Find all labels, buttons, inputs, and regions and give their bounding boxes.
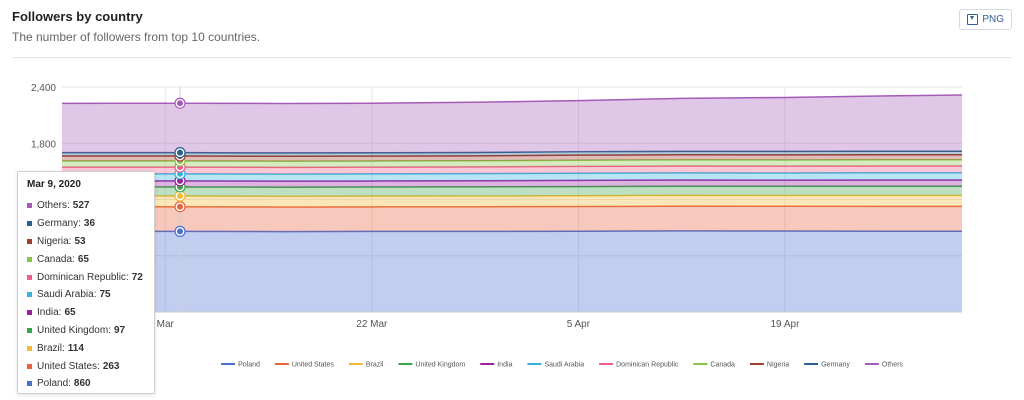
legend-item-india[interactable]: India [497, 362, 512, 369]
tooltip-series-name: United Kingdom: [37, 324, 111, 336]
tooltip-row: Nigeria: 53 [27, 233, 145, 251]
tooltip-row: Others: 527 [27, 197, 145, 215]
line-germany [62, 150, 962, 154]
line-united-states [62, 205, 962, 208]
chart-title: Followers by country [12, 9, 143, 24]
tooltip-series-name: Germany: [37, 218, 81, 230]
y-tick-label: 1,800 [31, 139, 56, 150]
tooltip-series-name: Brazil: [37, 342, 65, 354]
area-united-kingdom [62, 186, 962, 197]
chart-subtitle: The number of followers from top 10 coun… [12, 30, 261, 44]
x-tick-label: 19 Apr [770, 319, 800, 330]
tooltip-series-value: 114 [67, 342, 84, 354]
tooltip-row: Saudi Arabia: 75 [27, 286, 145, 304]
line-poland [62, 230, 962, 233]
line-india [62, 179, 962, 182]
tooltip-swatch [27, 363, 32, 369]
tooltip-series-name: Poland: [37, 378, 71, 390]
download-icon [967, 14, 979, 25]
x-tick-label: 22 Mar [356, 319, 388, 330]
tooltip-row: Poland: 860 [27, 375, 145, 393]
tooltip-row: Germany: 36 [27, 215, 145, 233]
legend-item-germany[interactable]: Germany [821, 362, 850, 369]
tooltip-series-value: 65 [77, 253, 89, 265]
hover-marker-dot [177, 203, 184, 210]
line-nigeria [62, 153, 962, 158]
tooltip-swatch [27, 292, 32, 298]
tooltip-row: United Kingdom: 97 [27, 322, 145, 340]
tooltip-swatch [27, 327, 32, 333]
tooltip-swatch [27, 381, 32, 387]
tooltip-row: India: 65 [27, 304, 145, 322]
hover-marker-dot [177, 100, 184, 107]
tooltip-series-value: 527 [72, 200, 90, 212]
tooltip-series-name: Others: [37, 200, 70, 212]
line-canada [62, 159, 962, 163]
tooltip-series-value: 65 [64, 307, 76, 319]
tooltip-row: Brazil: 114 [27, 339, 145, 357]
hover-marker-dot [177, 149, 184, 156]
hover-marker-dot [177, 193, 184, 200]
x-tick-label: 5 Apr [567, 319, 591, 330]
tooltip-series-value: 263 [102, 360, 120, 372]
tooltip-swatch [27, 310, 32, 316]
area-brazil [62, 195, 962, 207]
tooltip-swatch [27, 345, 32, 351]
tooltip-row: United States: 263 [27, 357, 145, 375]
chart-tooltip: Mar 9, 2020 Others: 527 Germany: 36 Nigeria:… [17, 171, 155, 394]
tooltip-swatch [27, 221, 32, 227]
tooltip-swatch [27, 256, 32, 262]
tooltip-row: Canada: 65 [27, 250, 145, 268]
tooltip-row: Dominican Republic: 72 [27, 268, 145, 286]
tooltip-series-value: 860 [73, 378, 91, 390]
line-dominican-republic [62, 165, 962, 169]
tooltip-series-name: Saudi Arabia: [37, 289, 97, 301]
tooltip-series-value: 72 [131, 271, 143, 283]
line-saudi-arabia [62, 172, 962, 175]
hover-marker-dot [177, 228, 184, 235]
tooltip-rows: Others: 527 Germany: 36 Nigeria: 53 Canada: 65 D… [27, 197, 145, 393]
tooltip-series-name: United States: [37, 360, 100, 372]
legend-item-united-states[interactable]: United States [292, 362, 335, 369]
hover-marker-dot [177, 177, 184, 184]
legend-item-poland[interactable]: Poland [238, 362, 260, 369]
tooltip-series-name: India: [37, 307, 62, 319]
x-tick-label: Mar [157, 319, 175, 330]
tooltip-date: Mar 9, 2020 [27, 179, 81, 190]
tooltip-series-name: Dominican Republic: [37, 271, 129, 283]
header-divider [12, 57, 1012, 58]
tooltip-swatch [27, 238, 32, 244]
legend-item-dominican-republic[interactable]: Dominican Republic [616, 362, 679, 369]
line-united-kingdom [62, 185, 962, 188]
line-brazil [62, 194, 962, 198]
area-saudi-arabia [62, 172, 962, 182]
tooltip-series-name: Nigeria: [37, 235, 72, 247]
line-others [61, 94, 963, 105]
area-poland [62, 230, 962, 312]
area-united-states [62, 206, 962, 232]
tooltip-series-value: 53 [74, 235, 86, 247]
tooltip-series-value: 75 [99, 289, 111, 301]
legend-item-nigeria[interactable]: Nigeria [767, 362, 789, 369]
legend-item-brazil[interactable]: Brazil [366, 362, 384, 369]
tooltip-swatch [27, 274, 32, 280]
tooltip-series-name: Canada: [37, 253, 75, 265]
tooltip-series-value: 97 [113, 324, 126, 336]
legend-item-canada[interactable]: Canada [710, 362, 735, 369]
area-others [62, 94, 962, 153]
area-germany [62, 151, 962, 157]
legend-item-united-kingdom[interactable]: United Kingdom [415, 362, 465, 369]
y-tick-label: 2,400 [31, 83, 56, 94]
legend-item-saudi-arabia[interactable]: Saudi Arabia [544, 362, 584, 369]
tooltip-swatch [27, 203, 32, 209]
png-download-button[interactable]: PNG [959, 9, 1012, 30]
tooltip-series-value: 36 [83, 218, 96, 230]
legend-item-others[interactable]: Others [882, 362, 904, 369]
png-button-label: PNG [982, 14, 1004, 25]
